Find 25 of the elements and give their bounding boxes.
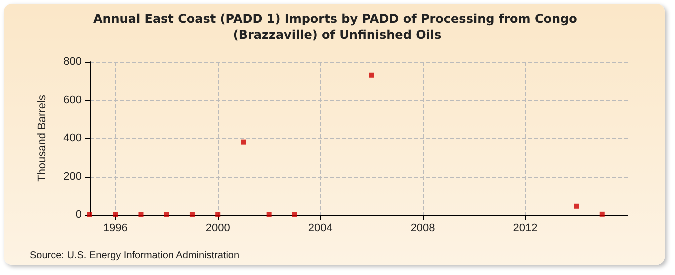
x-tick-label: 2012 bbox=[513, 222, 538, 234]
y-axis-title: Thousand Barrels bbox=[36, 94, 48, 182]
y-tick-label: 200 bbox=[64, 170, 82, 183]
point bbox=[266, 212, 272, 218]
x-tick-label: 2004 bbox=[308, 222, 333, 234]
y-tick-label: 0 bbox=[76, 209, 82, 221]
y-tick-label: 600 bbox=[64, 94, 82, 106]
x-tick-label: 2000 bbox=[206, 222, 230, 234]
point bbox=[600, 212, 605, 217]
point bbox=[574, 204, 580, 209]
source-note: Source: U.S. Energy Information Administration bbox=[30, 250, 240, 262]
point bbox=[88, 212, 92, 218]
y-tick-label: 400 bbox=[64, 132, 82, 144]
x-tick-label: 2008 bbox=[410, 222, 436, 234]
point bbox=[241, 140, 246, 145]
chart-title: Annual East Coast (PADD 1) Imports by PADD of Processing from Congo (Brazzaville) of Unfinished Oils bbox=[93, 12, 582, 42]
point bbox=[369, 72, 374, 78]
point bbox=[164, 212, 170, 218]
y-tick-label: 800 bbox=[64, 56, 82, 68]
x-tick-label: 1996 bbox=[103, 222, 128, 234]
point bbox=[190, 212, 195, 218]
point bbox=[113, 212, 118, 218]
point bbox=[138, 212, 144, 218]
point bbox=[292, 212, 298, 218]
point bbox=[216, 212, 221, 218]
